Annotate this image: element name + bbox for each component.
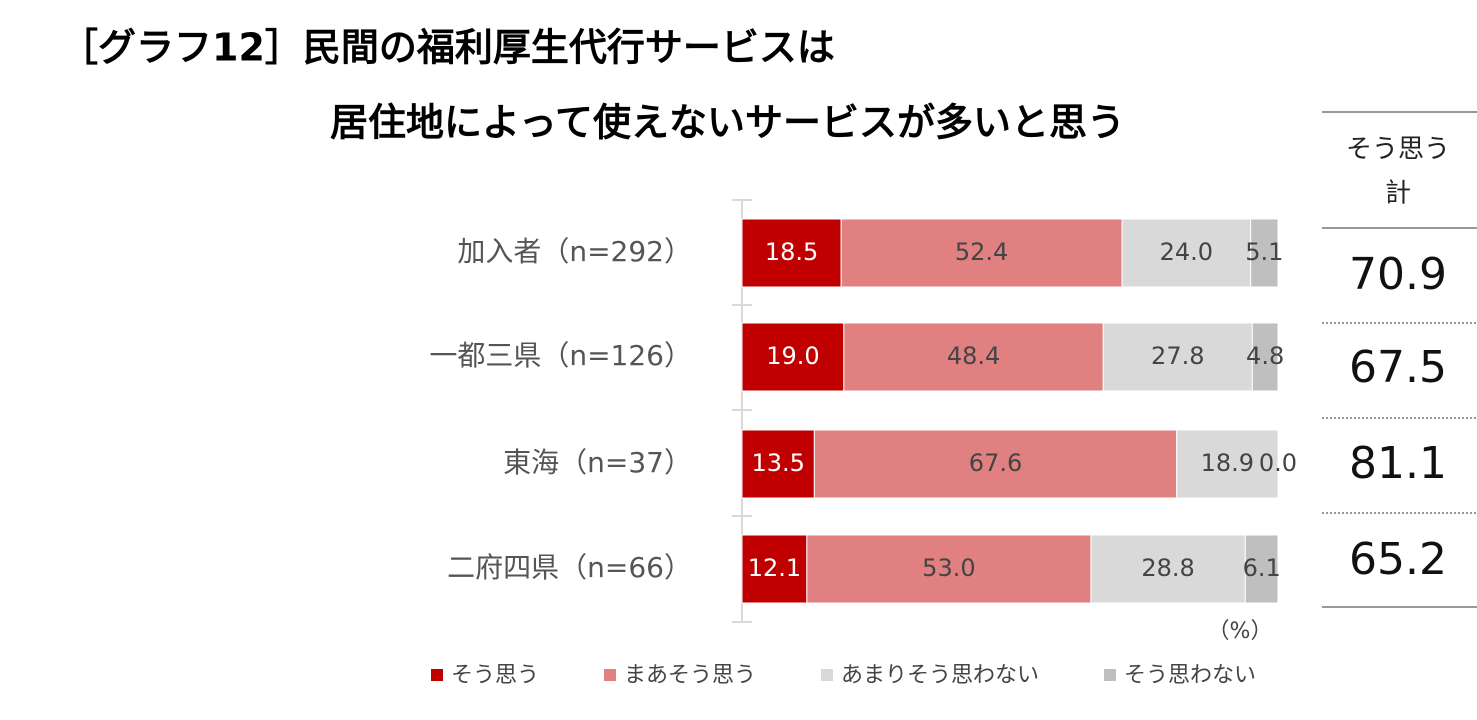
legend-label: そう思わない bbox=[1124, 663, 1256, 688]
category-label: 一都三県（n=126） bbox=[429, 339, 692, 372]
value-label: 27.8 bbox=[1151, 342, 1204, 370]
bar-segment bbox=[1250, 218, 1279, 288]
legend-swatch bbox=[1104, 669, 1116, 681]
bar-segment bbox=[806, 534, 1092, 604]
total-value: 67.5 bbox=[1349, 342, 1447, 393]
legend-label: そう思う bbox=[451, 663, 539, 688]
legend-label: あまりそう思わない bbox=[841, 663, 1039, 688]
chart-title: 居住地によって使えないサービスが多いと思う bbox=[330, 101, 1125, 145]
value-label: 67.6 bbox=[969, 449, 1022, 477]
value-label: 13.5 bbox=[751, 449, 804, 477]
value-label: 18.5 bbox=[765, 238, 818, 266]
bar-segment bbox=[1102, 322, 1253, 392]
value-label: 5.1 bbox=[1245, 238, 1283, 266]
separators bbox=[732, 199, 752, 623]
bar-segment bbox=[843, 322, 1104, 392]
bar-segment bbox=[1090, 534, 1246, 604]
category-label: 二府四県（n=66） bbox=[447, 551, 692, 584]
bar-segment bbox=[741, 218, 842, 288]
value-label: 4.8 bbox=[1246, 342, 1284, 370]
value-label: 24.0 bbox=[1160, 238, 1213, 266]
total-value: 81.1 bbox=[1349, 438, 1447, 489]
value-label: 0.0 bbox=[1259, 449, 1297, 477]
value-label: 18.9 bbox=[1201, 449, 1254, 477]
totals-table: そう思う 計 bbox=[1322, 111, 1477, 608]
totals-header: そう思う bbox=[1346, 135, 1450, 165]
bar-segment bbox=[813, 429, 1178, 499]
bar-segment bbox=[741, 534, 808, 604]
total-value: 70.9 bbox=[1349, 249, 1447, 300]
legend-label: まあそう思う bbox=[624, 663, 756, 688]
value-label: 28.8 bbox=[1141, 554, 1194, 582]
bar-segment bbox=[1244, 534, 1279, 604]
category-label: 東海（n=37） bbox=[503, 446, 692, 479]
value-label: 19.0 bbox=[766, 342, 819, 370]
category-label: 加入者（n=292） bbox=[457, 235, 692, 268]
legend-swatch bbox=[431, 669, 443, 681]
total-value: 65.2 bbox=[1349, 534, 1447, 585]
legend-swatch bbox=[821, 669, 833, 681]
unit-label: （%） bbox=[1208, 619, 1273, 644]
totals-header: 計 bbox=[1385, 179, 1411, 209]
value-label: 53.0 bbox=[922, 554, 975, 582]
bar-segment bbox=[840, 218, 1123, 288]
value-label: 12.1 bbox=[748, 554, 801, 582]
legend-swatch bbox=[604, 669, 616, 681]
bar-segment bbox=[1121, 218, 1252, 288]
value-label: 52.4 bbox=[955, 238, 1008, 266]
bar-segment bbox=[1251, 322, 1279, 392]
bar-segment bbox=[1176, 429, 1279, 499]
value-label: 48.4 bbox=[947, 342, 1000, 370]
value-label: 6.1 bbox=[1243, 554, 1281, 582]
chart-title: ［グラフ12］民間の福利厚生代行サービスは bbox=[60, 26, 835, 70]
